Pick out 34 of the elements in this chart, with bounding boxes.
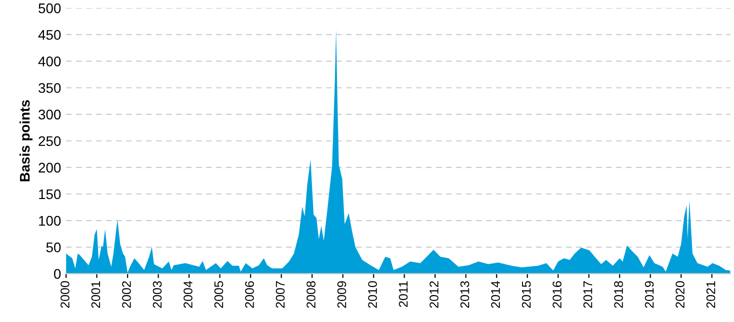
x-tick-label: 2012 bbox=[430, 281, 438, 308]
y-tick-label: 50 bbox=[46, 242, 61, 252]
x-tick-label: 2011 bbox=[398, 281, 408, 307]
y-tick-label: 0 bbox=[54, 269, 61, 279]
x-tick-label: 2010 bbox=[368, 281, 377, 308]
x-tick-label: 2013 bbox=[460, 281, 470, 308]
x-tick-label: 2000 bbox=[60, 281, 70, 308]
x-tick-label: 2018 bbox=[614, 281, 623, 308]
x-tick-label: 2019 bbox=[644, 281, 654, 308]
y-tick-label: 200 bbox=[38, 162, 61, 173]
x-tick-label: 2008 bbox=[306, 281, 316, 308]
y-tick-label: 500 bbox=[38, 3, 61, 14]
x-tick-label: 2003 bbox=[152, 281, 162, 308]
x-tick-label: 2006 bbox=[245, 281, 254, 308]
x-tick-label: 2007 bbox=[276, 281, 285, 308]
y-axis-title: Basis points bbox=[20, 100, 32, 182]
x-tick-label: 2016 bbox=[552, 281, 562, 308]
x-tick-label: 2001 bbox=[91, 281, 100, 308]
y-tick-label: 400 bbox=[38, 56, 61, 66]
x-tick-label: 2005 bbox=[214, 281, 224, 308]
x-tick-label: 2004 bbox=[184, 281, 192, 308]
y-tick-label: 450 bbox=[38, 30, 61, 40]
y-tick-label: 300 bbox=[38, 110, 61, 120]
x-tick-label: 2009 bbox=[337, 281, 346, 308]
x-tick-label: 2002 bbox=[122, 281, 131, 308]
y-tick-label: 250 bbox=[38, 136, 61, 146]
x-tick-label: 2015 bbox=[522, 281, 531, 308]
x-tick-label: 2020 bbox=[676, 281, 684, 308]
y-tick-label: 100 bbox=[39, 216, 61, 226]
y-tick-label: 150 bbox=[39, 189, 61, 200]
x-tick-label: 2021 bbox=[706, 281, 716, 308]
y-tick-label: 350 bbox=[38, 83, 61, 93]
x-tick-label: 2014 bbox=[491, 281, 500, 308]
x-tick-label: 2017 bbox=[583, 281, 592, 308]
